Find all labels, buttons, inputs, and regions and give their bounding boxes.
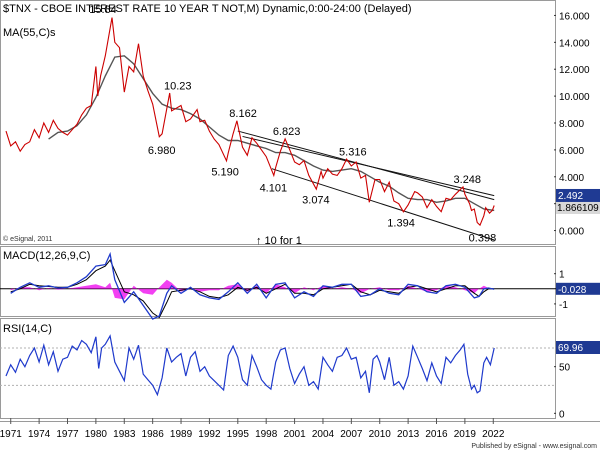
macd-last-badge: -0.028 (558, 285, 587, 296)
x-tick-label: 1980 (85, 429, 108, 440)
price-annotation: 8.162 (229, 108, 257, 120)
macd-last-badge-bg (556, 282, 600, 295)
rsi-last-badge: 69.96 (558, 343, 583, 354)
price-tick-label: 14.000 (559, 38, 590, 49)
chart-title: $TNX - CBOE INTEREST RATE 10 YEAR T NOT,… (3, 3, 412, 15)
x-tick-label: 1974 (28, 429, 51, 440)
x-tick-label: 2016 (425, 429, 448, 440)
macd-panel: 1 -1 -0.028 (0, 251, 600, 320)
price-annotation: 5.190 (211, 166, 239, 178)
lower-channel (271, 168, 495, 241)
rsi-line (5, 334, 495, 397)
x-tick-label: 1995 (227, 429, 250, 440)
price-annotation: 10.23 (164, 80, 192, 92)
macd-line (10, 251, 495, 320)
time-axis: 1971 1974 1977 1980 1983 1986 1989 1992 1995 1998… (0, 418, 505, 440)
x-tick-label: 1998 (255, 429, 278, 440)
price-last-label-bg (556, 201, 600, 214)
price-last-badge-bg (556, 188, 600, 202)
macd-legend: MACD(12,26,9,C) (3, 250, 90, 262)
price-annotation: 5.316 (339, 146, 367, 158)
price-annotation: 15.84 (89, 4, 117, 16)
price-panel: 16.000 14.000 12.000 10.000 8.000 6.000 4.000 2… (5, 4, 600, 244)
rsi-tick-label: 0 (559, 409, 565, 420)
macd-histogram (10, 279, 495, 300)
x-tick-label: 2019 (454, 429, 477, 440)
x-tick-label: 1983 (113, 429, 136, 440)
rsi-tick-label: 50 (559, 363, 571, 374)
rsi-panel: 50 0 69.96 (0, 334, 600, 420)
upper-channel-2 (242, 135, 495, 197)
x-tick-label: 1986 (142, 429, 165, 440)
price-tick-label: 6.000 (559, 146, 584, 157)
macd-tick-label: -1 (559, 300, 568, 311)
price-annotation: 3.074 (302, 195, 330, 207)
x-tick-label: 2007 (340, 429, 363, 440)
x-tick-label: 2004 (312, 429, 335, 440)
price-tick-label: 4.000 (559, 173, 584, 184)
price-annotation: 6.980 (148, 145, 176, 157)
published-note: Published by eSignal - www.esignal.com (471, 443, 597, 450)
macd-tick-label: 1 (559, 270, 565, 281)
price-tick-label: 12.000 (559, 65, 590, 76)
ma-line (48, 55, 495, 212)
x-tick-label: 1977 (56, 429, 79, 440)
price-annotation: 0.398 (469, 232, 497, 244)
x-tick-label: 2001 (283, 429, 306, 440)
ma-legend: MA(55,C)s (3, 27, 56, 39)
x-tick-label: 1989 (170, 429, 193, 440)
rsi-panel-frame (0, 318, 556, 419)
price-tick-label: 0.000 (559, 227, 584, 238)
price-tick-label: 16.000 (559, 11, 590, 22)
x-tick-label: 2022 (482, 429, 505, 440)
price-tick-label: 8.000 (559, 119, 584, 130)
rsi-last-badge-bg (556, 341, 600, 354)
x-tick-label: 2010 (369, 429, 392, 440)
copyright-note: © eSignal, 2011 (3, 235, 53, 243)
split-note: ↑ 10 for 1 (256, 235, 302, 247)
x-tick-label: 2013 (397, 429, 420, 440)
x-tick-label: 1971 (0, 429, 22, 440)
price-annotation: 1.394 (387, 218, 415, 230)
x-tick-label: 1992 (198, 429, 221, 440)
price-annotation: 3.248 (454, 174, 482, 186)
macd-panel-frame (0, 246, 556, 317)
price-annotation: 6.823 (273, 126, 301, 138)
rsi-legend: RSI(14,C) (3, 323, 52, 335)
price-last-label: 1.866109 (557, 203, 599, 214)
price-annotation: 4.101 (260, 183, 288, 195)
price-last-badge: 2.492 (558, 191, 583, 202)
price-line (5, 17, 495, 227)
price-tick-label: 10.000 (559, 92, 590, 103)
